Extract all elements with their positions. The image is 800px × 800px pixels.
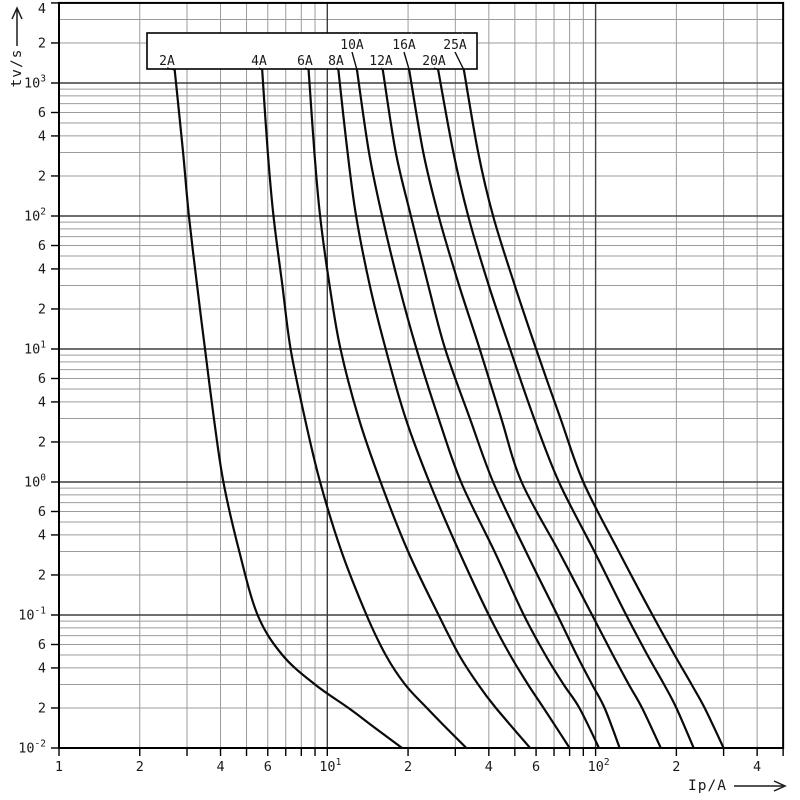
y-tick-labels: 4 2 103 6 4 2 102 6 4 2 101 6 4 2 100 6 4 2 10-1 6 4 2 10-2 <box>18 1 46 757</box>
plot-frame <box>58 1 785 749</box>
legend-label-6A: 6A <box>297 54 313 69</box>
x-axis-title: Ip/A <box>688 778 727 794</box>
y-tick-label: 4 <box>38 261 46 277</box>
x-tick-label: 6 <box>532 759 540 775</box>
curve-8A <box>337 69 571 750</box>
legend-label-20A: 20A <box>422 54 446 69</box>
x-axis-arrow-icon <box>773 780 787 792</box>
x-tick-label: 4 <box>485 759 493 775</box>
x-tick-label: 102 <box>588 757 610 775</box>
y-tick-label: 2 <box>38 168 46 184</box>
y-tick-label: 6 <box>38 504 46 520</box>
x-tick-label: 6 <box>264 759 272 775</box>
legend-label-12A: 12A <box>369 54 393 69</box>
x-tick-label: 4 <box>216 759 224 775</box>
y-tick-label: 6 <box>38 371 46 387</box>
legend-label-10A: 10A <box>340 38 364 53</box>
x-tick-label: 2 <box>404 759 412 775</box>
legend-label-8A: 8A <box>328 54 344 69</box>
curve-6A <box>307 69 532 750</box>
legend-label-25A: 25A <box>443 38 467 53</box>
curve-2A <box>173 69 404 750</box>
y-axis-arrow-icon <box>11 6 23 20</box>
y-tick-label: 2 <box>38 567 46 583</box>
y-tick-label: 100 <box>24 473 46 491</box>
legend-label-2A: 2A <box>159 54 175 69</box>
legend-box <box>146 32 478 70</box>
y-tick-label: 6 <box>38 238 46 254</box>
legend-label-4A: 4A <box>251 54 267 69</box>
x-tick-label: 101 <box>319 757 341 775</box>
y-tick-label: 4 <box>38 660 46 676</box>
curve-20A <box>437 69 695 750</box>
y-tick-label: 6 <box>38 637 46 653</box>
grid-minor <box>59 2 784 748</box>
y-tick-label: 2 <box>38 434 46 450</box>
y-tick-label: 103 <box>24 74 46 92</box>
curve-4A <box>261 69 468 750</box>
y-tick-label: 4 <box>38 527 46 543</box>
axis-ticks <box>51 2 784 756</box>
y-tick-label: 2 <box>38 700 46 716</box>
fuse-curves <box>173 69 725 750</box>
y-tick-label: 10-2 <box>18 739 46 757</box>
curve-16A <box>408 69 662 750</box>
y-tick-label: 6 <box>38 105 46 121</box>
grid-major <box>59 2 784 748</box>
y-tick-label: 2 <box>38 301 46 317</box>
curve-25A <box>462 69 725 750</box>
y-axis-title: tv/s <box>9 48 25 88</box>
x-tick-label: 2 <box>136 759 144 775</box>
legend-label-16A: 16A <box>392 38 416 53</box>
y-tick-label: 102 <box>24 207 46 225</box>
x-tick-labels: 1 2 4 6 101 2 4 6 102 2 4 <box>55 757 761 775</box>
y-tick-label: 4 <box>38 128 46 144</box>
curve-12A <box>381 69 621 750</box>
x-tick-label: 4 <box>753 759 761 775</box>
y-tick-label: 10-1 <box>18 606 46 624</box>
y-tick-label: 101 <box>24 340 46 358</box>
y-tick-label: 2 <box>38 35 46 51</box>
legend-leader-lines <box>166 51 465 71</box>
x-tick-label: 2 <box>672 759 680 775</box>
y-tick-label: 4 <box>38 394 46 410</box>
y-tick-label: 4 <box>38 1 46 17</box>
curve-10A <box>355 69 601 750</box>
x-tick-label: 1 <box>55 759 63 775</box>
axis-arrows <box>11 6 787 792</box>
